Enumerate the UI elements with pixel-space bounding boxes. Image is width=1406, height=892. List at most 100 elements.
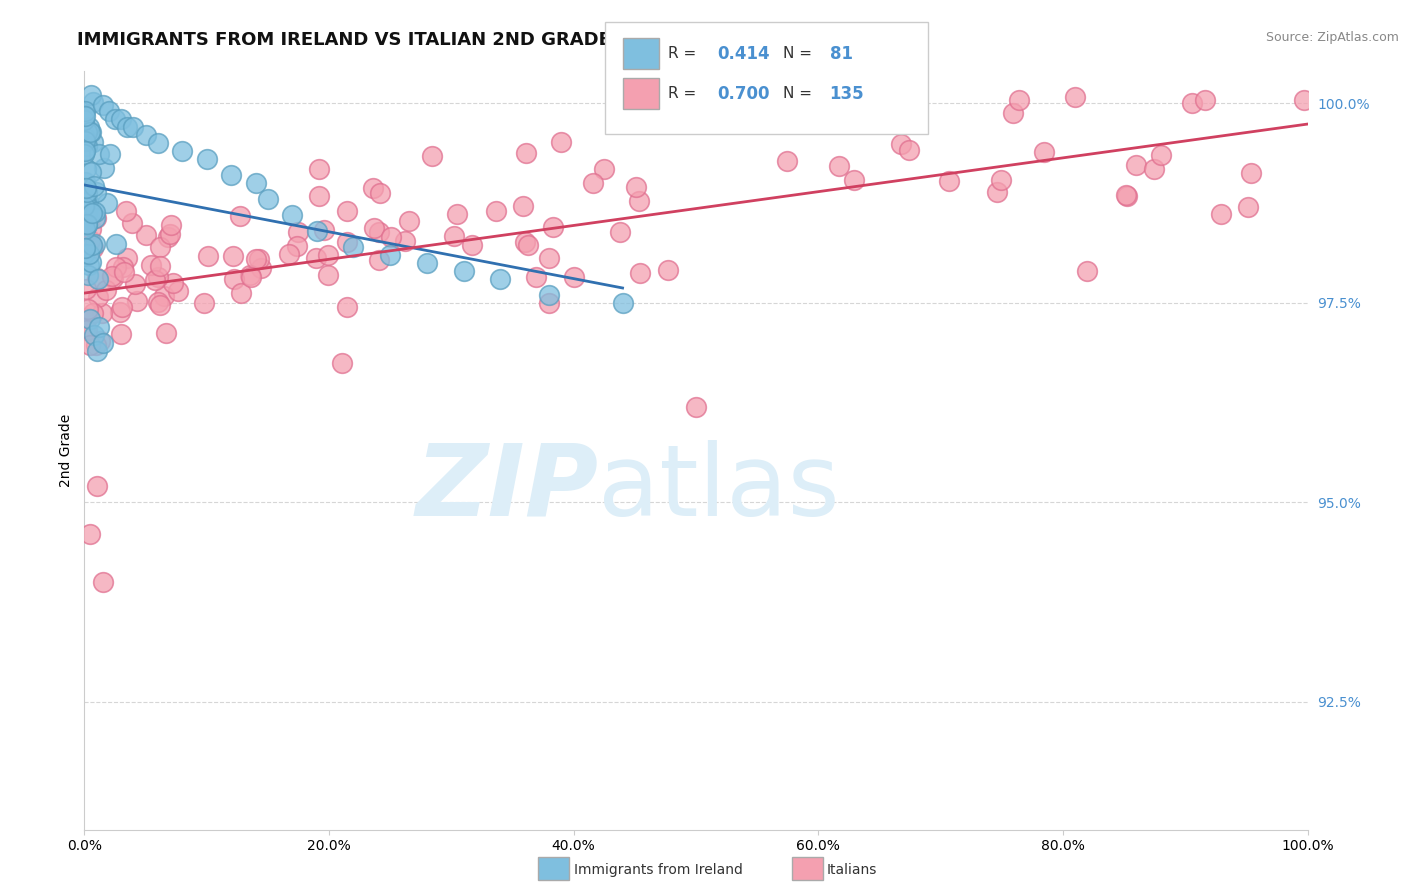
Point [844,173,866,187]
Point [368,253,391,268]
Point [1292,93,1315,107]
Point [76,218,98,232]
Point [380,229,402,244]
Point [80,221,103,235]
Point [1115,187,1137,202]
Y-axis label: 2nd Grade: 2nd Grade [59,414,73,487]
Text: R =: R = [668,87,702,101]
Point [285,239,308,253]
Point [593,162,616,177]
Point [75,322,97,336]
Point [538,288,561,302]
Text: 0.700: 0.700 [717,85,769,103]
Point [87,146,110,161]
Point [73,235,96,249]
Point [76,185,98,199]
Point [305,224,328,238]
Point [828,159,851,173]
Point [1115,188,1137,202]
Point [127,294,149,309]
Point [562,270,585,285]
Point [77,268,100,282]
Point [1211,207,1233,221]
Point [76,139,98,153]
Point [80,88,103,103]
Point [73,199,96,213]
Point [79,125,101,139]
Point [115,204,138,219]
Point [316,268,339,283]
Point [91,305,114,319]
Point [79,527,101,541]
Point [73,146,96,161]
Point [77,194,100,208]
Point [624,179,647,194]
Point [89,334,111,348]
Text: IMMIGRANTS FROM IRELAND VS ITALIAN 2ND GRADE CORRELATION CHART: IMMIGRANTS FROM IRELAND VS ITALIAN 2ND G… [77,31,832,49]
Point [73,108,96,122]
Point [162,277,184,291]
Point [84,186,107,200]
Point [93,161,115,175]
Point [80,125,103,139]
Point [75,282,97,296]
Point [76,125,98,139]
Text: 0.414: 0.414 [717,45,769,62]
Point [537,252,560,266]
Point [86,479,108,493]
Point [105,237,128,252]
Point [75,162,97,177]
Point [489,272,512,286]
Point [80,165,103,179]
Point [91,98,114,112]
Point [80,238,103,252]
Point [143,273,166,287]
Point [82,135,104,149]
Point [73,126,96,140]
Point [195,152,218,166]
Point [124,277,146,291]
Text: atlas: atlas [598,440,839,537]
Point [167,284,190,298]
Point [139,258,162,272]
Point [897,143,920,157]
Text: R =: R = [668,46,702,61]
Point [986,185,1008,199]
Point [172,144,194,158]
Point [240,269,263,284]
Point [135,227,157,242]
Point [336,204,359,219]
Point [543,219,565,234]
Point [453,264,475,278]
Point [82,306,104,320]
Point [149,239,172,253]
Point [152,289,174,303]
Point [1002,106,1025,120]
Point [73,104,96,119]
Point [278,247,301,261]
Point [368,186,391,200]
Point [446,207,468,221]
Point [111,260,134,274]
Point [76,323,98,337]
Point [79,254,101,268]
Point [97,104,120,119]
Point [76,202,98,216]
Point [75,196,97,211]
Point [609,225,631,239]
Point [159,227,181,242]
Point [157,230,180,244]
Point [342,240,364,254]
Point [538,295,561,310]
Point [77,258,100,272]
Point [76,208,98,222]
Point [336,235,359,249]
Point [219,168,242,182]
Point [628,266,651,280]
Point [361,181,384,195]
Point [104,112,127,127]
Point [82,95,104,109]
Point [380,248,402,262]
Point [75,175,97,189]
Point [160,219,183,233]
